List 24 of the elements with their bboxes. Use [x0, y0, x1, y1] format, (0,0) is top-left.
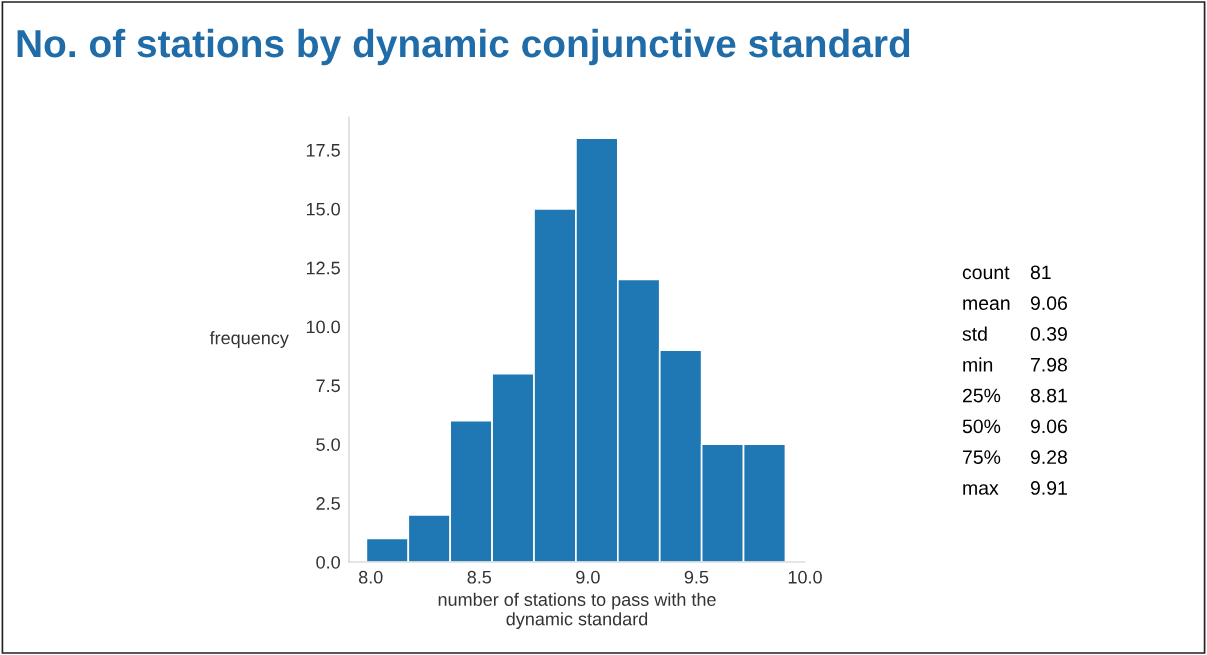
y-tick-label: 7.5 [316, 379, 340, 393]
text: count 81 [962, 265, 1051, 280]
text: 50% 9.06 [962, 419, 1067, 434]
x-tick-label: 8.0 [358, 570, 383, 584]
x-tick-label: 9.0 [576, 570, 600, 584]
x-tick-label: 8.5 [467, 570, 492, 584]
text: std 0.39 [962, 326, 1067, 341]
text: mean 9.06 [963, 296, 1067, 311]
y-tick-label: 17.5 [306, 144, 340, 157]
y-tick-label: 12.5 [306, 261, 340, 275]
y-tick-label: 5.0 [316, 438, 340, 451]
y-tick-label: 15.0 [306, 202, 340, 216]
y-tick-label: 10.0 [306, 320, 340, 334]
y-axis-title: frequency [209, 331, 289, 348]
x-tick-label: 9.5 [684, 570, 709, 584]
text: 75% 9.28 [963, 450, 1067, 465]
y-tick-label: 2.5 [316, 497, 340, 510]
x-axis-title: number of stations to pass with the dynamic standard [438, 592, 716, 629]
text: min 7.98 [963, 357, 1067, 372]
x-tick-label: 10.0 [788, 570, 822, 584]
y-tick-label: 0.0 [316, 555, 340, 569]
text: 25% 8.81 [962, 388, 1067, 403]
text: max 9.91 [963, 481, 1067, 495]
chart-title: No. of stations by dynamic conjunctive standard [17, 28, 910, 66]
